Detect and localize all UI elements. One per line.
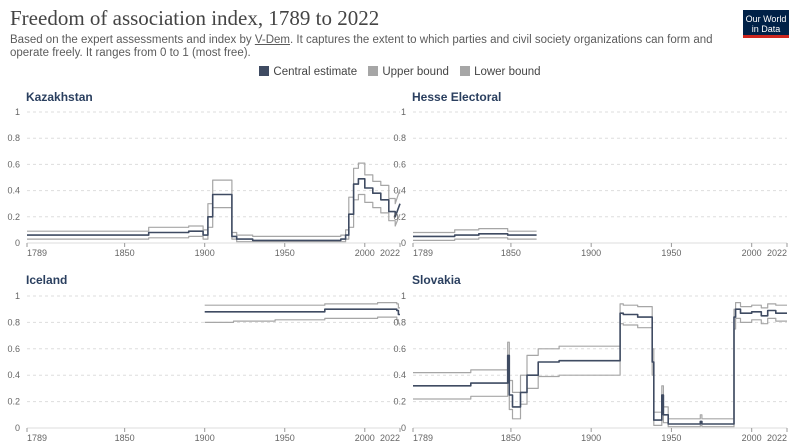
panel-kazakhstan: 0 0.2 0.4 0.6 0.8 1 1789 1850 1900 1950 2000 2022 (7, 107, 401, 258)
kazakhstan-x-tick-label-2: 1900 (195, 248, 215, 258)
iceland-x-tick-label-0: 1789 (27, 433, 47, 443)
iceland-lower-bound-line[interactable] (204, 316, 400, 325)
iceland-y-tick-label-3: 0.6 (7, 344, 20, 354)
legend-item-lower[interactable]: Lower bound (460, 66, 541, 78)
legend-label-lower: Lower bound (474, 66, 541, 78)
hesse-electoral-y-tick-label-3: 0.6 (393, 159, 406, 169)
logo-line-1: Our World (745, 14, 787, 24)
iceland-x-tick-label-5: 2022 (380, 433, 400, 443)
slovakia-central-estimate-line[interactable] (413, 308, 787, 425)
slovakia-y-tick-label-3: 0.6 (393, 344, 406, 354)
subtitle-text-start: Based on the expert assessments and inde… (10, 34, 255, 46)
iceland-y-tick-label-1: 0.2 (7, 397, 20, 407)
kazakhstan-x-tick-label-3: 1950 (275, 248, 295, 258)
legend-swatch-upper (368, 66, 379, 76)
hesse-electoral-x-tick-label-1: 1850 (501, 248, 521, 258)
hesse-electoral-y-tick-label-1: 0.2 (393, 212, 406, 222)
hesse-electoral-x-tick-label-5: 2022 (767, 248, 787, 258)
panel-hesse-electoral: 0 0.2 0.4 0.6 0.8 1 1789 1850 1900 1950 2000 2022 (393, 107, 788, 258)
iceland-x-tick-label-1: 1850 (115, 433, 135, 443)
hesse-electoral-y-tick-label-4: 0.8 (393, 133, 406, 143)
hesse-electoral-y-tick-label-5: 1 (401, 107, 406, 117)
hesse-electoral-central-estimate-line[interactable] (413, 233, 537, 238)
slovakia-x-tick-label-4: 2000 (742, 433, 762, 443)
slovakia-x-tick-label-2: 1900 (581, 433, 601, 443)
iceland-upper-bound-line[interactable] (204, 302, 400, 309)
subtitle-text-end: . It captures the extent to which partie… (10, 34, 713, 59)
kazakhstan-y-tick-label-0: 0 (15, 238, 20, 248)
hesse-electoral-x-tick-label-4: 2000 (742, 248, 762, 258)
panel-title-hesse-electoral: Hesse Electoral (412, 90, 502, 104)
hesse-electoral-y-tick-label-2: 0.4 (393, 186, 406, 196)
legend-item-central[interactable]: Central estimate (259, 66, 357, 78)
vdem-link[interactable]: V-Dem (254, 34, 290, 46)
hesse-electoral-lower-bound-line[interactable] (413, 237, 537, 241)
owid-logo[interactable]: Our World in Data (743, 10, 789, 38)
logo-line-2: in Data (751, 24, 781, 34)
legend-label-central: Central estimate (273, 66, 358, 78)
kazakhstan-y-tick-label-3: 0.6 (7, 159, 20, 169)
iceland-y-tick-label-2: 0.4 (7, 370, 20, 380)
slovakia-x-tick-label-3: 1950 (661, 433, 681, 443)
iceland-x-tick-label-2: 1900 (195, 433, 215, 443)
iceland-x-tick-label-4: 2000 (355, 433, 375, 443)
kazakhstan-y-tick-label-2: 0.4 (7, 186, 20, 196)
kazakhstan-y-tick-label-1: 0.2 (7, 212, 20, 222)
kazakhstan-x-tick-label-4: 2000 (355, 248, 375, 258)
iceland-central-estimate-line[interactable] (204, 308, 400, 316)
slovakia-x-tick-label-0: 1789 (413, 433, 433, 443)
panel-title-kazakhstan: Kazakhstan (26, 90, 93, 104)
panel-slovakia: 0 0.2 0.4 0.6 0.8 1 1789 1850 1900 1950 2000 2022 (393, 291, 788, 443)
legend-item-upper[interactable]: Upper bound (368, 66, 449, 78)
slovakia-x-tick-label-5: 2022 (767, 433, 787, 443)
hesse-electoral-upper-bound-line[interactable] (413, 228, 537, 234)
legend-swatch-central (259, 66, 270, 76)
panel-title-slovakia: Slovakia (412, 273, 461, 287)
kazakhstan-upper-bound-line[interactable] (27, 162, 401, 237)
iceland-y-tick-label-4: 0.8 (7, 317, 20, 327)
kazakhstan-y-tick-label-4: 0.8 (7, 133, 20, 143)
iceland-x-tick-label-3: 1950 (275, 433, 295, 443)
slovakia-y-tick-label-5: 1 (401, 291, 406, 301)
kazakhstan-x-tick-label-1: 1850 (115, 248, 135, 258)
kazakhstan-x-tick-label-5: 2022 (380, 248, 400, 258)
hesse-electoral-x-tick-label-2: 1900 (581, 248, 601, 258)
slovakia-y-tick-label-0: 0 (401, 423, 406, 433)
hesse-electoral-x-tick-label-3: 1950 (661, 248, 681, 258)
legend: Central estimate Upper bound Lower bound (0, 66, 800, 78)
slovakia-y-tick-label-2: 0.4 (393, 370, 406, 380)
slovakia-y-tick-label-1: 0.2 (393, 397, 406, 407)
panel-iceland: 0 0.2 0.4 0.6 0.8 1 1789 1850 1900 1950 2000 2022 (7, 291, 401, 443)
kazakhstan-y-tick-label-5: 1 (15, 107, 20, 117)
hesse-electoral-y-tick-label-0: 0 (401, 238, 406, 248)
slovakia-x-tick-label-1: 1850 (501, 433, 521, 443)
hesse-electoral-x-tick-label-0: 1789 (413, 248, 433, 258)
legend-label-upper: Upper bound (382, 66, 449, 78)
chart-title: Freedom of association index, 1789 to 20… (10, 6, 380, 30)
chart-subtitle: Based on the expert assessments and inde… (10, 34, 720, 60)
slovakia-y-tick-label-4: 0.8 (393, 317, 406, 327)
iceland-y-tick-label-5: 1 (15, 291, 20, 301)
panel-title-iceland: Iceland (26, 273, 68, 287)
kazakhstan-central-estimate-line[interactable] (27, 178, 401, 242)
kazakhstan-x-tick-label-0: 1789 (27, 248, 47, 258)
legend-swatch-lower (460, 66, 471, 76)
iceland-y-tick-label-0: 0 (15, 423, 20, 433)
kazakhstan-lower-bound-line[interactable] (27, 193, 401, 243)
